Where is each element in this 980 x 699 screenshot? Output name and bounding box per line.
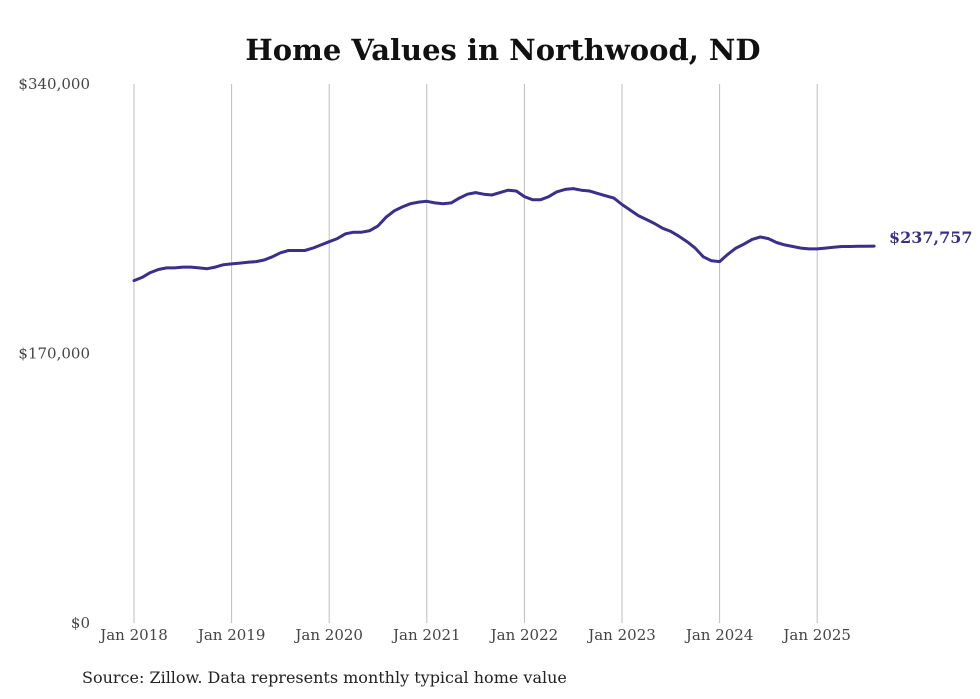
x-tick-label-2018: Jan 2018 xyxy=(98,626,168,644)
x-axis-ticks: Jan 2018 Jan 2019 Jan 2020 Jan 2021 Jan 2022… xyxy=(98,626,851,644)
x-tick-label-2022: Jan 2022 xyxy=(489,626,559,644)
x-tick-label-2021: Jan 2021 xyxy=(391,626,461,644)
gridlines xyxy=(133,84,818,623)
source-note: Source: Zillow. Data represents monthly … xyxy=(82,668,567,687)
x-tick-label-2023: Jan 2023 xyxy=(586,626,656,644)
last-value-label: $237,757 xyxy=(889,228,973,247)
y-axis-ticks: $0 $170,000 $340,000 xyxy=(18,75,90,632)
y-tick-label-0: $0 xyxy=(71,614,90,632)
y-tick-label-340000: $340,000 xyxy=(18,75,90,93)
series-line-home-value xyxy=(132,187,876,283)
x-tick-label-2025: Jan 2025 xyxy=(781,626,851,644)
x-tick-label-2024: Jan 2024 xyxy=(684,626,754,644)
chart-title: Home Values in Northwood, ND xyxy=(245,33,760,67)
x-tick-label-2019: Jan 2019 xyxy=(196,626,266,644)
y-tick-label-170000: $170,000 xyxy=(18,345,90,363)
x-tick-label-2020: Jan 2020 xyxy=(293,626,363,644)
